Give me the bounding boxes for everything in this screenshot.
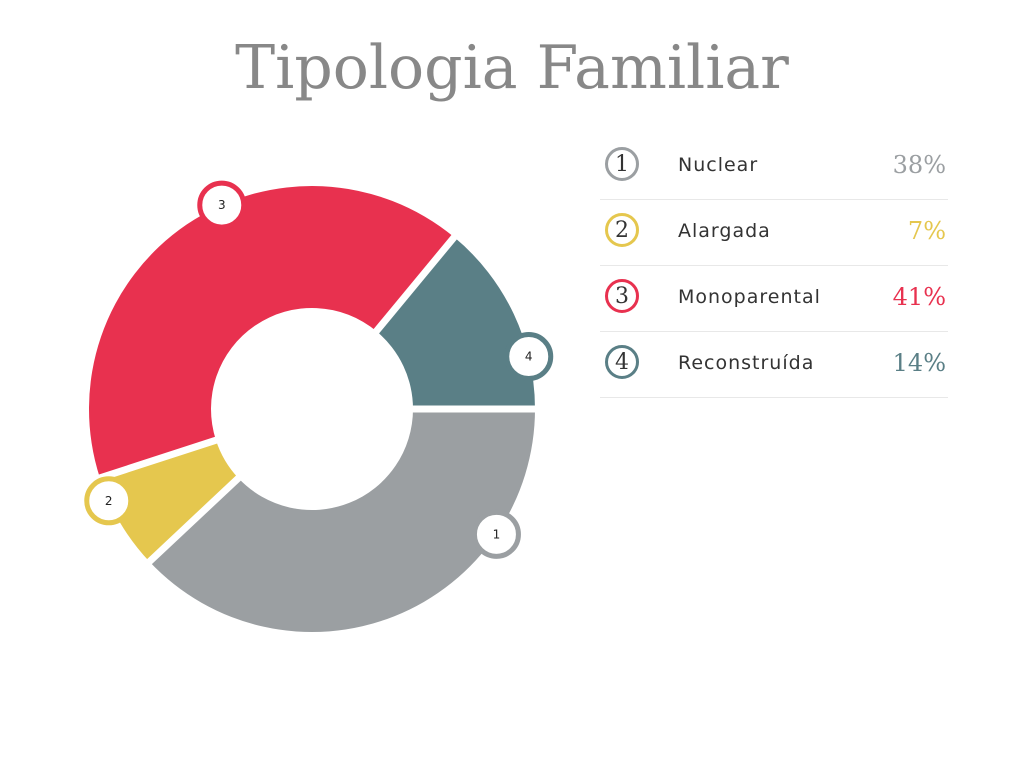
slice-marker-4: 4 bbox=[504, 332, 554, 382]
page-title: Tipologia Familiar bbox=[235, 33, 789, 103]
legend-marker: 2 bbox=[605, 213, 639, 247]
slice-marker-circle bbox=[504, 332, 554, 382]
slice-separator bbox=[139, 468, 249, 572]
pie-slice-2 bbox=[99, 440, 239, 562]
slice-marker-number: 2 bbox=[105, 494, 113, 508]
legend-item-1: 1 Nuclear 38% bbox=[600, 134, 948, 200]
legend-value: 41% bbox=[892, 283, 946, 311]
legend-label: Nuclear bbox=[678, 154, 759, 176]
slice-marker-3: 3 bbox=[197, 180, 247, 230]
slice-marker-2: 2 bbox=[84, 476, 134, 526]
slice-marker-circle bbox=[84, 476, 134, 526]
legend-item-4: 4 Reconstruída 14% bbox=[600, 332, 948, 398]
pie-slice-4 bbox=[376, 237, 535, 409]
legend-marker: 4 bbox=[605, 345, 639, 379]
legend-label: Reconstruída bbox=[678, 352, 815, 374]
legend-item-2: 2 Alargada 7% bbox=[600, 200, 948, 266]
legend-label: Monoparental bbox=[678, 286, 821, 308]
legend-value: 14% bbox=[892, 349, 946, 377]
slice-separator bbox=[367, 227, 464, 342]
legend-item-3: 3 Monoparental 41% bbox=[600, 266, 948, 332]
slice-marker-1: 1 bbox=[471, 509, 521, 559]
donut-chart: 1 2 3 4 bbox=[84, 180, 554, 632]
legend-value: 38% bbox=[892, 151, 946, 179]
pie-slice-3 bbox=[89, 186, 455, 478]
legend-label: Alargada bbox=[678, 220, 771, 242]
legend-marker: 3 bbox=[605, 279, 639, 313]
slice-marker-number: 1 bbox=[493, 527, 501, 541]
slice-separator bbox=[89, 433, 227, 485]
legend-value: 7% bbox=[907, 217, 946, 245]
slice-marker-circle bbox=[197, 180, 247, 230]
legend-marker: 1 bbox=[605, 147, 639, 181]
legend: 1 Nuclear 38% 2 Alargada 7% 3 Monoparental 41% 4 R… bbox=[600, 134, 948, 398]
slice-marker-circle bbox=[471, 509, 521, 559]
slice-marker-number: 3 bbox=[218, 198, 226, 212]
pie-slice-1 bbox=[149, 409, 535, 632]
slice-marker-number: 4 bbox=[525, 350, 533, 364]
